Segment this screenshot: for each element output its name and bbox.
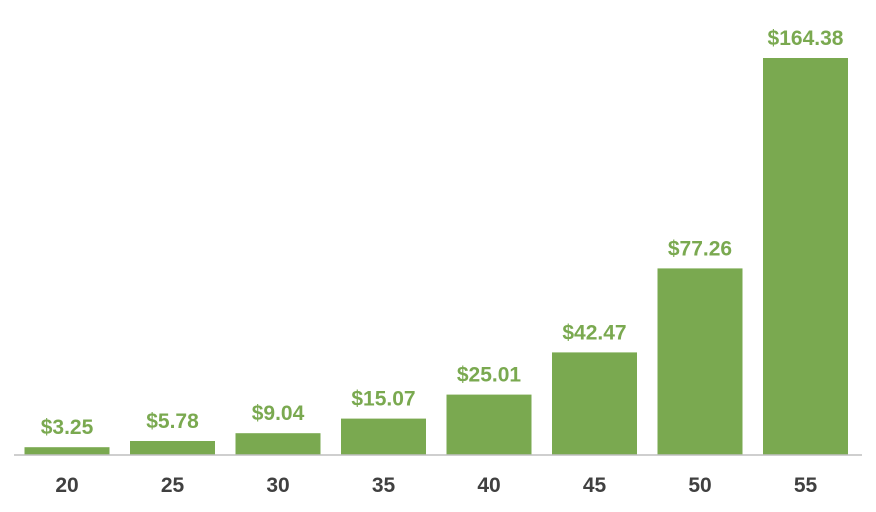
- x-tick-label-30: 30: [266, 474, 289, 497]
- x-tick-label-50: 50: [688, 474, 711, 497]
- bar-35: [341, 418, 426, 455]
- bar-20: [24, 447, 110, 455]
- bars-group: [24, 58, 848, 455]
- x-tick-label-35: 35: [372, 474, 396, 497]
- x-tick-label-20: 20: [55, 474, 78, 497]
- value-label-30: $9.04: [252, 402, 305, 425]
- value-label-50: $77.26: [668, 237, 732, 260]
- bar-30: [235, 433, 321, 455]
- bar-25: [130, 441, 215, 455]
- bar-40: [446, 394, 532, 455]
- x-tick-labels-group: 20 25 30 35 40 45 50 55: [55, 474, 817, 497]
- x-tick-label-55: 55: [794, 474, 818, 497]
- value-label-20: $3.25: [41, 416, 94, 439]
- bar-55: [763, 58, 848, 455]
- value-label-55: $164.38: [768, 27, 844, 50]
- x-tick-label-40: 40: [477, 474, 500, 497]
- value-label-45: $42.47: [562, 321, 626, 344]
- value-label-25: $5.78: [146, 410, 199, 433]
- value-labels-group: $3.25 $5.78 $9.04 $15.07 $25.01 $42.47 $77.26 $…: [41, 27, 844, 439]
- x-tick-label-25: 25: [161, 474, 185, 497]
- bar-45: [552, 352, 637, 455]
- value-label-40: $25.01: [457, 364, 522, 387]
- x-tick-label-45: 45: [583, 474, 607, 497]
- bar-50: [657, 268, 743, 455]
- value-label-35: $15.07: [351, 388, 415, 411]
